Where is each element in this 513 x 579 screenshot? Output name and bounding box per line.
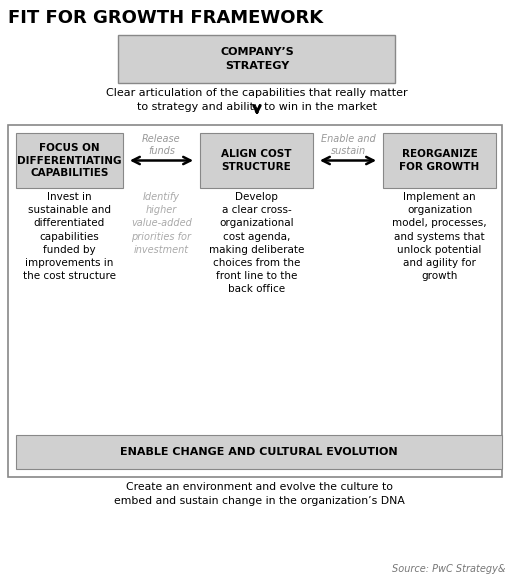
FancyBboxPatch shape [16, 133, 123, 188]
Text: Identify
higher
value-added
priorities for
investment: Identify higher value-added priorities f… [131, 192, 192, 255]
Text: REORGANIZE
FOR GROWTH: REORGANIZE FOR GROWTH [400, 149, 480, 172]
Text: ENABLE CHANGE AND CULTURAL EVOLUTION: ENABLE CHANGE AND CULTURAL EVOLUTION [120, 447, 398, 457]
Text: Implement an
organization
model, processes,
and systems that
unlock potential
an: Implement an organization model, process… [392, 192, 487, 281]
FancyBboxPatch shape [8, 125, 502, 477]
Text: Source: PwC Strategy&: Source: PwC Strategy& [391, 564, 505, 574]
Text: Create an environment and evolve the culture to
embed and sustain change in the : Create an environment and evolve the cul… [113, 482, 404, 506]
Text: ALIGN COST
STRUCTURE: ALIGN COST STRUCTURE [221, 149, 292, 172]
FancyBboxPatch shape [118, 35, 395, 83]
Text: Invest in
sustainable and
differentiated
capabilities
funded by
improvements in
: Invest in sustainable and differentiated… [23, 192, 116, 281]
Text: FIT FOR GROWTH FRAMEWORK: FIT FOR GROWTH FRAMEWORK [8, 9, 323, 27]
Text: COMPANY’S
STRATEGY: COMPANY’S STRATEGY [220, 47, 294, 71]
Text: Enable and
sustain: Enable and sustain [321, 134, 376, 156]
FancyBboxPatch shape [383, 133, 496, 188]
FancyBboxPatch shape [16, 435, 502, 469]
Text: Clear articulation of the capabilities that really matter
to strategy and abilit: Clear articulation of the capabilities t… [106, 88, 408, 112]
Text: FOCUS ON
DIFFERENTIATING
CAPABILITIES: FOCUS ON DIFFERENTIATING CAPABILITIES [17, 143, 122, 178]
Text: Release
funds: Release funds [142, 134, 181, 156]
Text: Develop
a clear cross-
organizational
cost agenda,
making deliberate
choices fro: Develop a clear cross- organizational co… [209, 192, 304, 294]
FancyBboxPatch shape [200, 133, 313, 188]
